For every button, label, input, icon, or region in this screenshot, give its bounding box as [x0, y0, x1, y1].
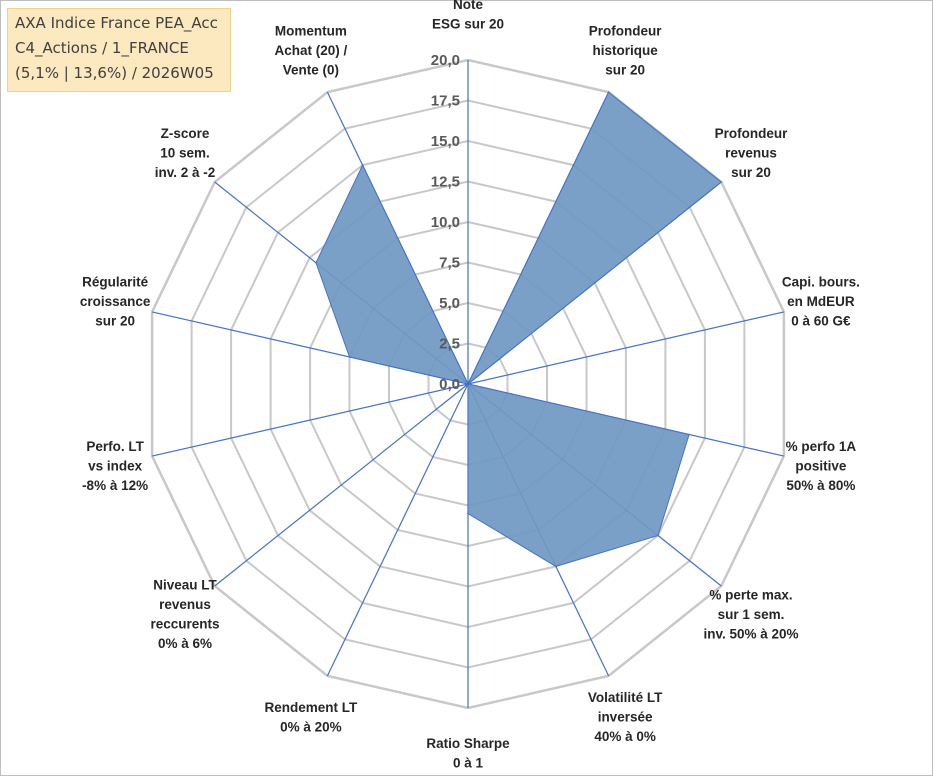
axis-spoke-10: [151, 383, 469, 457]
axis-label-6: Volatilité LT inversée 40% à 0%: [588, 690, 663, 744]
tick-label-6: 15,0: [431, 133, 460, 150]
axis-label-4-line-0: % perfo 1A: [786, 439, 857, 454]
axis-label-1-line-1: historique: [592, 43, 658, 58]
axis-label-9: Niveau LT revenus reccurents 0% à 6%: [150, 578, 219, 652]
series-point-12: [315, 262, 317, 264]
series-point-11: [348, 356, 351, 358]
axis-label-9-line-0: Niveau LT: [153, 578, 217, 593]
axis-label-2-line-0: Profondeur: [715, 126, 788, 141]
series-point-1: [607, 91, 610, 93]
axis-label-11-line-0: Régularité: [82, 274, 149, 289]
axis-label-5-line-1: sur 1 sem.: [718, 607, 785, 622]
axis-label-2-line-1: revenus: [725, 146, 777, 161]
axis-label-12-line-1: 10 sem.: [160, 146, 210, 161]
axis-label-3-line-2: 0 à 60 G€: [791, 313, 851, 328]
series-point-4: [688, 433, 690, 436]
axis-label-3: Capi. bours. en MdEUR 0 à 60 G€: [782, 274, 860, 328]
axis-label-7-line-1: 0 à 1: [453, 756, 484, 771]
fund-name: AXA Indice France PEA_Acc: [15, 14, 218, 32]
axis-label-11: Régularité croissance sur 20: [80, 274, 151, 328]
axis-label-5: % perte max. sur 1 sem. inv. 50% à 20%: [703, 587, 798, 641]
series-point-7: [467, 512, 469, 515]
axis-labels: Note ESG sur 20 Profondeur historique sur 20…: [80, 0, 860, 771]
series-point-5: [657, 534, 659, 537]
tick-label-8: 20,0: [431, 52, 460, 69]
axis-label-4: % perfo 1A positive 50% à 80%: [786, 439, 857, 493]
axis-label-0: Note ESG sur 20: [432, 0, 504, 32]
axis-label-10-line-1: vs index: [88, 459, 143, 474]
fund-info-box: AXA Indice France PEA_Acc C4_Actions / 1…: [7, 8, 231, 92]
tick-label-0: 0,0: [439, 376, 460, 393]
tick-label-7: 17,5: [431, 93, 460, 110]
axis-label-3-line-0: Capi. bours.: [782, 274, 860, 289]
axis-label-6-line-2: 40% à 0%: [594, 729, 656, 744]
axis-spoke-9: [214, 383, 469, 587]
radial-ticks: 0,0 2,5 5,0 7,5 10,0 12,5 15,0 17,5 20,0: [431, 52, 460, 393]
axis-label-7-line-0: Ratio Sharpe: [426, 736, 510, 751]
tick-label-3: 7,5: [439, 255, 460, 272]
axis-label-11-line-2: sur 20: [95, 313, 135, 328]
axis-label-13: Momentum Achat (20) / Vente (0): [275, 23, 348, 77]
axis-label-4-line-1: positive: [795, 459, 847, 474]
tick-label-5: 12,5: [431, 174, 460, 191]
series-point-6: [555, 565, 557, 568]
axis-label-13-line-1: Achat (20) /: [275, 43, 348, 58]
axis-label-10-line-2: -8% à 12%: [82, 478, 148, 493]
tick-label-4: 10,0: [431, 214, 460, 231]
axis-label-13-line-2: Vente (0): [283, 62, 339, 77]
axis-label-8-line-0: Rendement LT: [265, 700, 359, 715]
series-point-2: [720, 181, 723, 183]
axis-label-13-line-0: Momentum: [275, 23, 347, 38]
axis-label-0-line-0: Note: [453, 0, 483, 12]
axis-label-8: Rendement LT 0% à 20%: [265, 700, 359, 735]
axis-label-6-line-1: inversée: [598, 710, 653, 725]
axis-label-9-line-1: revenus: [159, 597, 211, 612]
tick-label-1: 2,5: [439, 336, 460, 353]
axis-label-11-line-1: croissance: [80, 294, 151, 309]
axis-label-2-line-2: sur 20: [731, 165, 771, 180]
axis-label-9-line-2: reccurents: [150, 617, 219, 632]
fund-performance-week: (5,1% | 13,6%) / 2026W05: [15, 64, 214, 82]
axis-spoke-8: [326, 383, 469, 677]
axis-label-8-line-1: 0% à 20%: [280, 719, 342, 734]
axis-label-5-line-2: inv. 50% à 20%: [703, 626, 798, 641]
axis-label-10-line-0: Perfo. LT: [86, 439, 144, 454]
radar-series: [315, 91, 723, 568]
fund-category: C4_Actions / 1_FRANCE: [15, 39, 189, 57]
axis-label-5-line-0: % perte max.: [709, 587, 792, 602]
axis-label-12-line-2: inv. 2 à -2: [155, 165, 216, 180]
axis-label-3-line-1: en MdEUR: [787, 294, 855, 309]
axis-label-2: Profondeur revenus sur 20: [715, 126, 788, 180]
axis-label-9-line-3: 0% à 6%: [158, 636, 212, 651]
axis-label-7: Ratio Sharpe 0 à 1: [426, 736, 510, 771]
axis-label-10: Perfo. LT vs index -8% à 12%: [82, 439, 148, 493]
axis-label-1-line-0: Profondeur: [589, 23, 662, 38]
axis-label-12: Z-score 10 sem. inv. 2 à -2: [155, 126, 216, 180]
axis-label-12-line-0: Z-score: [161, 126, 210, 141]
axis-label-1: Profondeur historique sur 20: [589, 23, 662, 77]
axis-spoke-3: [467, 311, 785, 385]
axis-label-1-line-2: sur 20: [605, 62, 645, 77]
axis-label-0-line-1: ESG sur 20: [432, 17, 504, 32]
series-point-13: [361, 164, 364, 166]
series-point-10: [467, 383, 469, 385]
axis-label-4-line-2: 50% à 80%: [786, 478, 855, 493]
tick-label-2: 5,0: [439, 295, 460, 312]
axis-label-6-line-0: Volatilité LT: [588, 690, 663, 705]
